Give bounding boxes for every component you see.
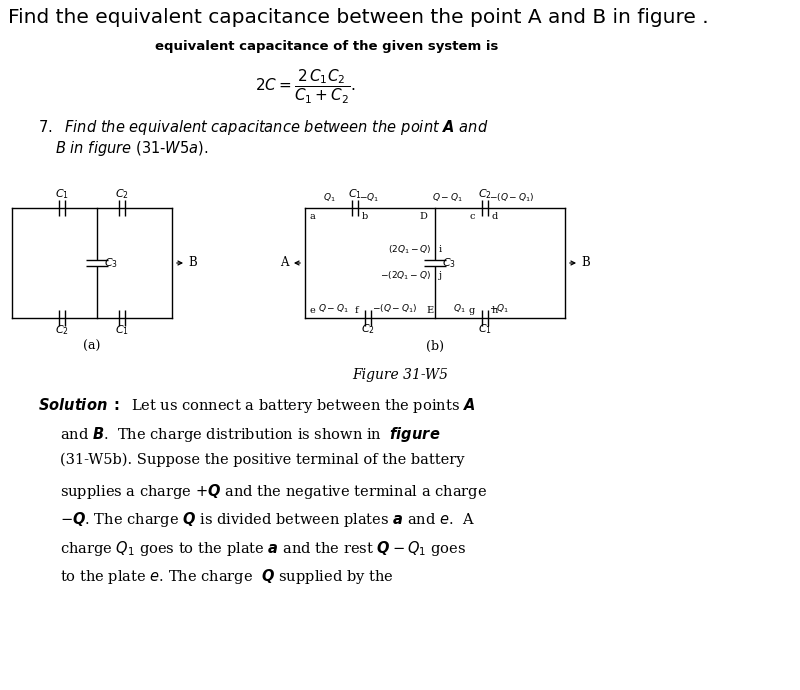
Text: $Q_1$: $Q_1$ xyxy=(323,192,336,204)
Text: $-Q_1$: $-Q_1$ xyxy=(489,302,509,315)
Text: $2C = \dfrac{2\,C_1 C_2}{C_1 + C_2}.$: $2C = \dfrac{2\,C_1 C_2}{C_1 + C_2}.$ xyxy=(255,68,356,106)
Text: and $\boldsymbol{B}$.  The charge distribution is shown in  $\boldsymbol{figure}: and $\boldsymbol{B}$. The charge distrib… xyxy=(60,424,440,444)
Text: $C_3$: $C_3$ xyxy=(104,256,118,270)
Text: $-Q_1$: $-Q_1$ xyxy=(359,192,379,204)
Text: $C_1$: $C_1$ xyxy=(115,323,129,337)
Text: $-(Q-Q_1)$: $-(Q-Q_1)$ xyxy=(489,192,534,204)
Text: Find the equivalent capacitance between the point A and B in figure .: Find the equivalent capacitance between … xyxy=(8,8,709,27)
Text: $Q-Q_1$: $Q-Q_1$ xyxy=(318,302,349,315)
Text: d: d xyxy=(492,212,498,221)
Text: a: a xyxy=(309,212,314,221)
Text: E: E xyxy=(426,306,433,315)
Text: j: j xyxy=(439,271,442,281)
Text: B: B xyxy=(188,257,197,270)
Text: i: i xyxy=(439,246,442,255)
Text: e: e xyxy=(309,306,314,315)
Text: g: g xyxy=(469,306,475,315)
Text: $\boldsymbol{Solution}$ $\boldsymbol{:}$  Let us connect a battery between the p: $\boldsymbol{Solution}$ $\boldsymbol{:}$… xyxy=(38,396,475,415)
Text: $C_2$: $C_2$ xyxy=(55,323,69,337)
Text: D: D xyxy=(419,212,427,221)
Text: $C_2$: $C_2$ xyxy=(361,322,375,336)
Text: $-(2Q_1-Q)$: $-(2Q_1-Q)$ xyxy=(380,270,431,282)
Text: $Q_1$: $Q_1$ xyxy=(454,302,466,315)
Text: $C_1$: $C_1$ xyxy=(478,322,492,336)
Text: $C_2$: $C_2$ xyxy=(115,187,129,201)
Text: $C_1$: $C_1$ xyxy=(348,187,362,201)
Text: (a): (a) xyxy=(83,340,101,353)
Text: (b): (b) xyxy=(426,340,444,353)
Text: b: b xyxy=(362,212,368,221)
Text: $C_3$: $C_3$ xyxy=(442,256,456,270)
Text: A: A xyxy=(281,257,289,270)
Text: supplies a charge $+\boldsymbol{Q}$ and the negative terminal a charge: supplies a charge $+\boldsymbol{Q}$ and … xyxy=(60,482,487,500)
Text: $C_2$: $C_2$ xyxy=(478,187,492,201)
Text: h: h xyxy=(492,306,498,315)
Text: $-\boldsymbol{Q}$. The charge $\boldsymbol{Q}$ is divided between plates $\bolds: $-\boldsymbol{Q}$. The charge $\boldsymb… xyxy=(60,510,475,529)
Text: to the plate $e$. The charge  $\boldsymbol{Q}$ supplied by the: to the plate $e$. The charge $\boldsymbo… xyxy=(60,567,394,586)
Text: equivalent capacitance of the given system is: equivalent capacitance of the given syst… xyxy=(155,40,498,53)
Text: Figure 31-W5: Figure 31-W5 xyxy=(352,368,448,382)
Text: $C_1$: $C_1$ xyxy=(55,187,69,201)
Text: charge $\boldsymbol{Q_1}$ goes to the plate $\boldsymbol{a}$ and the rest $\bold: charge $\boldsymbol{Q_1}$ goes to the pl… xyxy=(60,538,466,558)
Text: (31-W5b). Suppose the positive terminal of the battery: (31-W5b). Suppose the positive terminal … xyxy=(60,453,465,467)
Text: f: f xyxy=(354,306,358,315)
Text: $Q-Q_1$: $Q-Q_1$ xyxy=(432,192,463,204)
Text: $\mathit{B\ in\ figure\ (31\text{-}W5a).}$: $\mathit{B\ in\ figure\ (31\text{-}W5a).… xyxy=(55,139,209,158)
Text: $\mathit{7.\ \ Find\ the\ equivalent\ capacitance\ between\ the\ point\ }$$\math: $\mathit{7.\ \ Find\ the\ equivalent\ ca… xyxy=(38,118,489,137)
Text: $(2Q_1-Q)$: $(2Q_1-Q)$ xyxy=(387,244,431,256)
Text: $-(Q-Q_1)$: $-(Q-Q_1)$ xyxy=(372,302,418,315)
Text: c: c xyxy=(470,212,475,221)
Text: B: B xyxy=(581,257,590,270)
